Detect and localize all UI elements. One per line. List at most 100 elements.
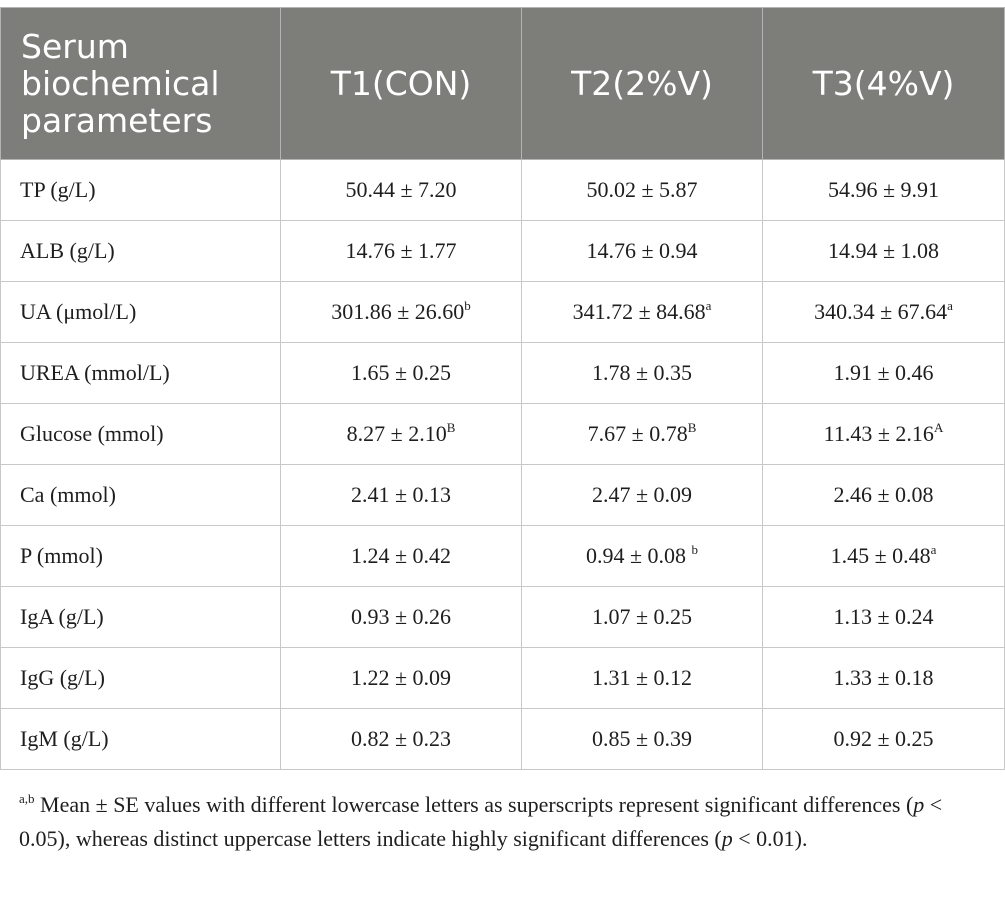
t3-cell-value: 54.96 ± 9.91 xyxy=(827,177,940,202)
t2-cell-value: 341.72 ± 84.68 xyxy=(572,299,706,324)
parameter-cell-value: Glucose (mmol) xyxy=(20,421,164,446)
t1-cell: 1.65 ± 0.25 xyxy=(280,342,522,404)
footnote-text-1: Mean ± SE values with different lowercas… xyxy=(34,792,914,817)
t2-cell-value: 0.85 ± 0.39 xyxy=(591,726,693,751)
parameter-cell: TP (g/L) xyxy=(0,159,281,221)
table-row: Glucose (mmol) 8.27 ± 2.10B 7.67 ± 0.78B 11… xyxy=(0,403,1005,465)
t3-cell: 1.13 ± 0.24 xyxy=(762,586,1005,648)
parameter-cell-value: UA (μmol/L) xyxy=(20,299,137,324)
t3-cell-value: 340.34 ± 67.64 xyxy=(814,299,948,324)
t2-cell-value: 7.67 ± 0.78 xyxy=(587,421,688,446)
t3-cell-value: 1.33 ± 0.18 xyxy=(833,665,934,690)
table-row: UA (μmol/L) 301.86 ± 26.60b 341.72 ± 84.68… xyxy=(0,281,1005,343)
t3-cell: 1.91 ± 0.46 xyxy=(762,342,1005,404)
parameter-cell-value: P (mmol) xyxy=(20,543,103,568)
footnote-text-2: < 0.05), whereas distinct uppercase lett… xyxy=(19,792,943,851)
parameter-cell: Ca (mmol) xyxy=(0,464,281,526)
t1-cell-value: 301.86 ± 26.60 xyxy=(331,299,465,324)
t3-cell-value: 1.13 ± 0.24 xyxy=(833,604,934,629)
significance-superscript: a xyxy=(930,542,937,557)
parameter-cell-value: IgG (g/L) xyxy=(20,665,105,690)
t3-cell-value: 14.94 ± 1.08 xyxy=(827,238,940,263)
t3-cell-value: 1.91 ± 0.46 xyxy=(833,360,934,385)
header-cell-t1: T1(CON) xyxy=(280,7,522,160)
t2-cell-value: 2.47 ± 0.09 xyxy=(591,482,693,507)
t1-cell: 0.82 ± 0.23 xyxy=(280,708,522,770)
t1-cell-value: 14.76 ± 1.77 xyxy=(345,238,457,263)
parameter-cell: IgA (g/L) xyxy=(0,586,281,648)
t1-cell: 301.86 ± 26.60b xyxy=(280,281,522,343)
t1-cell-value: 2.41 ± 0.13 xyxy=(350,482,452,507)
t3-cell: 340.34 ± 67.64a xyxy=(762,281,1005,343)
t2-cell: 1.78 ± 0.35 xyxy=(521,342,763,404)
t2-cell: 2.47 ± 0.09 xyxy=(521,464,763,526)
parameter-cell-value: IgA (g/L) xyxy=(20,604,104,629)
t1-cell-value: 50.44 ± 7.20 xyxy=(345,177,457,202)
t1-cell-value: 8.27 ± 2.10 xyxy=(346,421,447,446)
significance-superscript: B xyxy=(687,420,697,435)
parameter-cell-value: IgM (g/L) xyxy=(20,726,109,751)
footnote-p-1: p xyxy=(913,792,925,817)
t3-cell-value: 11.43 ± 2.16 xyxy=(823,421,934,446)
footnote: a,b Mean ± SE values with different lowe… xyxy=(19,788,979,856)
parameter-cell-value: Ca (mmol) xyxy=(20,482,116,507)
t2-cell: 1.07 ± 0.25 xyxy=(521,586,763,648)
footnote-p-2: p xyxy=(721,826,733,851)
header-cell-t2: T2(2%V) xyxy=(521,7,763,160)
table-row: UREA (mmol/L) 1.65 ± 0.25 1.78 ± 0.35 1.91 … xyxy=(0,342,1005,404)
t3-cell-value: 1.45 ± 0.48 xyxy=(830,543,931,568)
header-cell-parameter: Serum biochemical parameters xyxy=(0,7,281,160)
t2-cell-value: 1.07 ± 0.25 xyxy=(591,604,693,629)
significance-superscript: A xyxy=(933,420,944,435)
footnote-text-3: < 0.01). xyxy=(732,826,808,851)
t3-cell: 11.43 ± 2.16A xyxy=(762,403,1005,465)
significance-superscript: a xyxy=(705,298,712,313)
t2-cell: 0.94 ± 0.08 b xyxy=(521,525,763,587)
t1-cell: 50.44 ± 7.20 xyxy=(280,159,522,221)
table-row: P (mmol) 1.24 ± 0.42 0.94 ± 0.08 b 1.45 ± 0… xyxy=(0,525,1005,587)
table-row: IgG (g/L) 1.22 ± 0.09 1.31 ± 0.12 1.33 ± 0.… xyxy=(0,647,1005,709)
parameter-cell: Glucose (mmol) xyxy=(0,403,281,465)
t3-cell: 14.94 ± 1.08 xyxy=(762,220,1005,282)
t2-cell-value: 50.02 ± 5.87 xyxy=(586,177,698,202)
t1-cell-value: 0.93 ± 0.26 xyxy=(350,604,452,629)
parameter-cell: UREA (mmol/L) xyxy=(0,342,281,404)
t2-cell-value: 14.76 ± 0.94 xyxy=(586,238,698,263)
t1-cell-value: 0.82 ± 0.23 xyxy=(350,726,452,751)
t1-cell-value: 1.65 ± 0.25 xyxy=(350,360,452,385)
parameter-cell-value: TP (g/L) xyxy=(20,177,96,202)
t2-cell-value: 1.78 ± 0.35 xyxy=(591,360,693,385)
footnote-superscript: a,b xyxy=(19,791,35,806)
table-row: Ca (mmol) 2.41 ± 0.13 2.47 ± 0.09 2.46 ± 0.… xyxy=(0,464,1005,526)
t3-cell: 1.45 ± 0.48a xyxy=(762,525,1005,587)
t2-cell-value: 1.31 ± 0.12 xyxy=(591,665,693,690)
table-row: IgA (g/L) 0.93 ± 0.26 1.07 ± 0.25 1.13 ± 0.… xyxy=(0,586,1005,648)
t3-cell: 1.33 ± 0.18 xyxy=(762,647,1005,709)
t2-cell: 0.85 ± 0.39 xyxy=(521,708,763,770)
significance-superscript: a xyxy=(947,298,953,313)
parameter-cell: P (mmol) xyxy=(0,525,281,587)
t3-cell: 54.96 ± 9.91 xyxy=(762,159,1005,221)
t1-cell-value: 1.24 ± 0.42 xyxy=(350,543,452,568)
table-row: IgM (g/L) 0.82 ± 0.23 0.85 ± 0.39 0.92 ± 0.… xyxy=(0,708,1005,770)
significance-superscript: B xyxy=(446,420,456,435)
t2-cell: 14.76 ± 0.94 xyxy=(521,220,763,282)
significance-superscript: b xyxy=(464,298,471,313)
table-row: TP (g/L) 50.44 ± 7.20 50.02 ± 5.87 54.96 ± … xyxy=(0,159,1005,221)
table-row: ALB (g/L) 14.76 ± 1.77 14.76 ± 0.94 14.94 ±… xyxy=(0,220,1005,282)
t1-cell: 8.27 ± 2.10B xyxy=(280,403,522,465)
significance-superscript: b xyxy=(691,542,699,557)
t2-cell: 1.31 ± 0.12 xyxy=(521,647,763,709)
t1-cell: 1.22 ± 0.09 xyxy=(280,647,522,709)
t1-cell: 14.76 ± 1.77 xyxy=(280,220,522,282)
biochemical-table: Serum biochemical parameters T1(CON) T2(… xyxy=(0,7,1005,770)
t1-cell: 0.93 ± 0.26 xyxy=(280,586,522,648)
t3-cell: 0.92 ± 0.25 xyxy=(762,708,1005,770)
parameter-cell-value: ALB (g/L) xyxy=(20,238,115,263)
header-cell-t3: T3(4%V) xyxy=(762,7,1005,160)
t2-cell: 50.02 ± 5.87 xyxy=(521,159,763,221)
t1-cell: 2.41 ± 0.13 xyxy=(280,464,522,526)
parameter-cell: ALB (g/L) xyxy=(0,220,281,282)
t1-cell: 1.24 ± 0.42 xyxy=(280,525,522,587)
t2-cell: 341.72 ± 84.68a xyxy=(521,281,763,343)
